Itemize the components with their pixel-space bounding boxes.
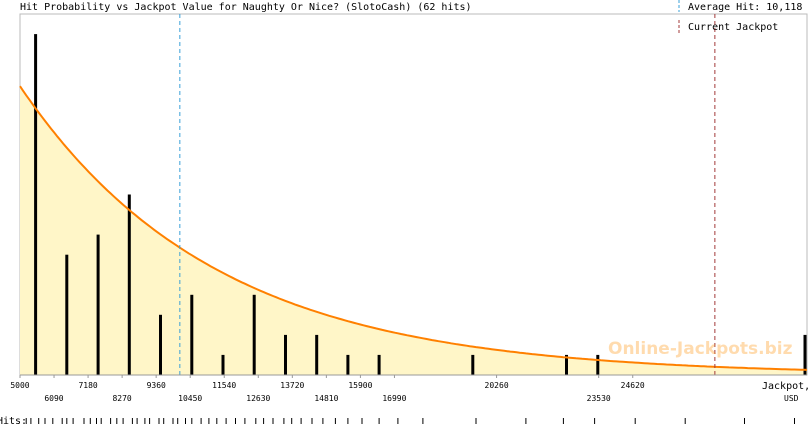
bars (34, 34, 807, 375)
hit-bar (471, 354, 475, 375)
x-tick-label: 15900 (348, 381, 372, 390)
probability-curve (19, 85, 808, 371)
hits-label: Hits (0, 416, 21, 425)
chart-title: Hit Probability vs Jackpot Value for Nau… (20, 2, 472, 13)
x-tick-label: 11540 (212, 381, 236, 390)
x-tick-label: 14810 (314, 394, 338, 403)
legend-current-label: Current Jackpot (688, 22, 778, 33)
x-tick-label: 6090 (44, 394, 63, 403)
probability-area (20, 86, 807, 375)
x-tick-label: 7180 (78, 381, 97, 390)
x-tick-label: 8270 (112, 394, 131, 403)
hit-bar (127, 194, 131, 375)
hit-bar (190, 294, 194, 375)
hit-bar (284, 334, 287, 375)
x-axis-unit-sublabel: USD (784, 394, 799, 403)
hit-bar (96, 234, 100, 375)
hit-bar (159, 314, 162, 375)
hit-bar (34, 34, 38, 375)
watermark: Online-Jackpots.biz (608, 339, 793, 359)
hit-bar (803, 334, 807, 375)
x-tick-labels-upper: 5000 7180 9360 11540 13720 15900 20260 24620 (10, 375, 645, 390)
hit-bar (596, 354, 600, 375)
x-tick-label: 12630 (246, 394, 270, 403)
x-tick-labels-lower: 6090 8270 10450 12630 14810 16990 23530 (44, 375, 611, 403)
hits-label-colon: : (21, 416, 27, 425)
x-tick-label: 13720 (280, 381, 304, 390)
legend-average-label: Average Hit: 10,118 (688, 2, 802, 13)
x-tick-label: 20260 (485, 381, 509, 390)
x-tick-label: 16990 (382, 394, 406, 403)
x-tick-label: 24620 (621, 381, 645, 390)
hit-bar (346, 354, 350, 375)
hits-rug (25, 418, 795, 424)
hit-bar (315, 334, 319, 375)
x-tick-label: 23530 (587, 394, 611, 403)
hit-bar (565, 354, 568, 375)
hit-bar (221, 354, 225, 375)
hit-bar (65, 254, 69, 375)
x-axis-unit-label: Jackpot, (762, 381, 810, 392)
hit-bar (377, 354, 381, 375)
x-tick-label: 9360 (147, 381, 166, 390)
x-tick-label: 10450 (178, 394, 202, 403)
x-tick-label: 5000 (10, 381, 29, 390)
hit-bar (252, 294, 256, 375)
